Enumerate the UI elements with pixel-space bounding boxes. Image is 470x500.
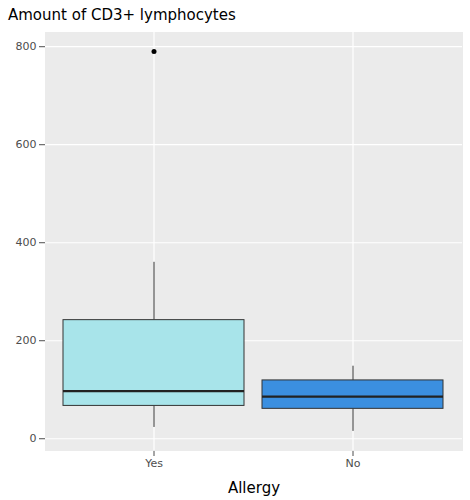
svg-text:Allergy: Allergy: [228, 479, 280, 497]
svg-text:600: 600: [16, 138, 37, 151]
svg-text:Yes: Yes: [144, 457, 163, 470]
svg-text:400: 400: [16, 236, 37, 249]
html-text:Amount of CD3+ lymphocytes: Amount of CD3+ lymphocytes: [8, 6, 236, 24]
svg-text:200: 200: [16, 334, 37, 347]
svg-text:800: 800: [16, 40, 37, 53]
svg-text:No: No: [346, 457, 361, 470]
svg-text:0: 0: [30, 432, 37, 445]
